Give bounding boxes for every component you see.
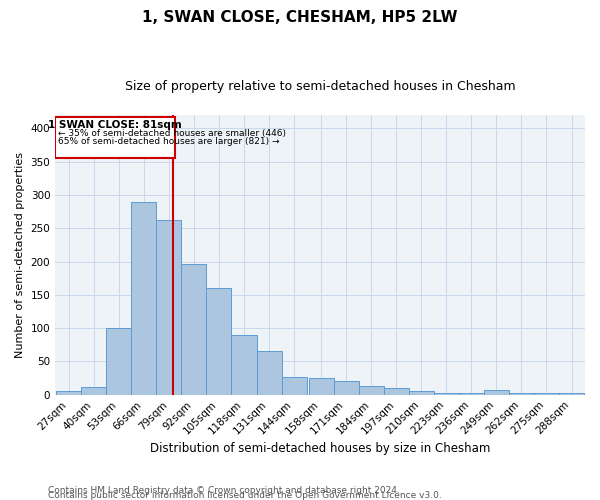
Text: Contains public sector information licensed under the Open Government Licence v3: Contains public sector information licen…: [48, 491, 442, 500]
Bar: [56, 392, 81, 394]
Bar: [334, 382, 359, 394]
Y-axis label: Number of semi-detached properties: Number of semi-detached properties: [15, 152, 25, 358]
Bar: [81, 386, 106, 394]
Bar: [281, 376, 307, 394]
Bar: [409, 392, 434, 394]
Bar: [106, 328, 131, 394]
Bar: [484, 390, 509, 394]
Bar: [131, 202, 157, 394]
Bar: [206, 288, 232, 395]
X-axis label: Distribution of semi-detached houses by size in Chesham: Distribution of semi-detached houses by …: [150, 442, 490, 455]
Bar: [308, 378, 334, 394]
Text: ← 35% of semi-detached houses are smaller (446): ← 35% of semi-detached houses are smalle…: [58, 129, 286, 138]
Bar: [434, 392, 459, 394]
Text: 1, SWAN CLOSE, CHESHAM, HP5 2LW: 1, SWAN CLOSE, CHESHAM, HP5 2LW: [142, 10, 458, 25]
Bar: [232, 335, 257, 394]
Bar: [359, 386, 383, 394]
Text: 65% of semi-detached houses are larger (821) →: 65% of semi-detached houses are larger (…: [58, 137, 280, 146]
Bar: [509, 392, 534, 394]
Bar: [383, 388, 409, 394]
Bar: [157, 220, 181, 394]
Title: Size of property relative to semi-detached houses in Chesham: Size of property relative to semi-detach…: [125, 80, 515, 93]
Bar: [257, 352, 281, 395]
Bar: [55, 117, 175, 158]
Bar: [181, 264, 206, 394]
Text: 1 SWAN CLOSE: 81sqm: 1 SWAN CLOSE: 81sqm: [48, 120, 182, 130]
Text: Contains HM Land Registry data © Crown copyright and database right 2024.: Contains HM Land Registry data © Crown c…: [48, 486, 400, 495]
